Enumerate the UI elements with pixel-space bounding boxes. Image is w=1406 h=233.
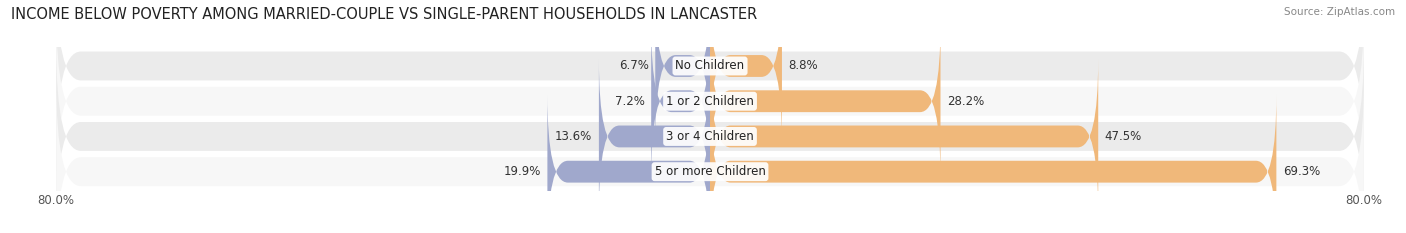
Text: Source: ZipAtlas.com: Source: ZipAtlas.com xyxy=(1284,7,1395,17)
Text: 1 or 2 Children: 1 or 2 Children xyxy=(666,95,754,108)
FancyBboxPatch shape xyxy=(710,59,1098,214)
Text: 3 or 4 Children: 3 or 4 Children xyxy=(666,130,754,143)
Text: 47.5%: 47.5% xyxy=(1105,130,1142,143)
Text: 19.9%: 19.9% xyxy=(503,165,541,178)
FancyBboxPatch shape xyxy=(56,45,1364,228)
Text: 28.2%: 28.2% xyxy=(948,95,984,108)
Text: 8.8%: 8.8% xyxy=(789,59,818,72)
Text: 6.7%: 6.7% xyxy=(619,59,648,72)
FancyBboxPatch shape xyxy=(651,24,710,178)
Text: 69.3%: 69.3% xyxy=(1282,165,1320,178)
FancyBboxPatch shape xyxy=(710,95,1277,233)
FancyBboxPatch shape xyxy=(56,0,1364,157)
FancyBboxPatch shape xyxy=(655,0,710,143)
FancyBboxPatch shape xyxy=(710,24,941,178)
Text: 13.6%: 13.6% xyxy=(555,130,592,143)
FancyBboxPatch shape xyxy=(56,10,1364,192)
FancyBboxPatch shape xyxy=(56,80,1364,233)
Text: No Children: No Children xyxy=(675,59,745,72)
FancyBboxPatch shape xyxy=(547,95,710,233)
Text: 5 or more Children: 5 or more Children xyxy=(655,165,765,178)
Text: INCOME BELOW POVERTY AMONG MARRIED-COUPLE VS SINGLE-PARENT HOUSEHOLDS IN LANCAST: INCOME BELOW POVERTY AMONG MARRIED-COUPL… xyxy=(11,7,758,22)
FancyBboxPatch shape xyxy=(599,59,710,214)
Text: 7.2%: 7.2% xyxy=(614,95,644,108)
FancyBboxPatch shape xyxy=(710,0,782,143)
